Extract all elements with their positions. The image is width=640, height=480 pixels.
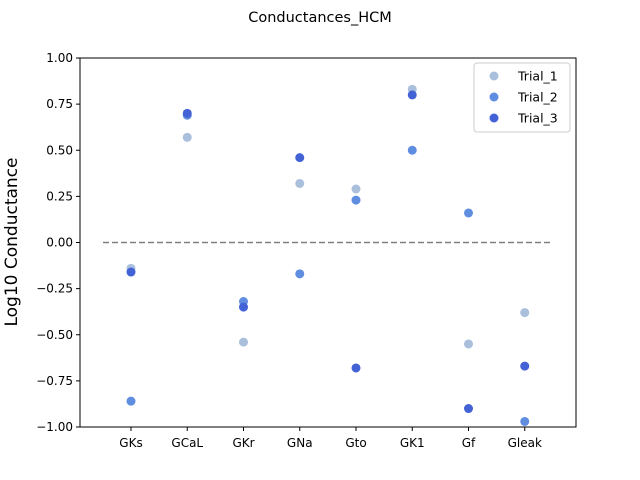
y-tick-label: −0.25 bbox=[36, 282, 73, 296]
data-point-trial-3 bbox=[182, 108, 192, 118]
plot-area bbox=[103, 84, 553, 426]
legend-marker bbox=[489, 113, 499, 123]
x-tick-label: Gleak bbox=[508, 436, 542, 450]
data-point-trial-3 bbox=[239, 302, 248, 312]
data-point-trial-2 bbox=[464, 208, 473, 218]
y-tick-label: 0.50 bbox=[46, 143, 73, 157]
x-tick-label: GCaL bbox=[171, 436, 203, 450]
data-point-trial-1 bbox=[239, 337, 248, 347]
legend-marker bbox=[489, 92, 499, 102]
data-point-trial-3 bbox=[520, 361, 530, 371]
data-point-trial-3 bbox=[464, 404, 473, 414]
legend-label: Trial_1 bbox=[517, 69, 558, 84]
data-point-trial-2 bbox=[407, 145, 417, 155]
data-point-trial-3 bbox=[126, 267, 136, 277]
data-point-trial-2 bbox=[295, 269, 305, 279]
legend-box bbox=[473, 62, 571, 133]
x-tick-label: Gf bbox=[462, 436, 476, 450]
x-tick-label: GNa bbox=[287, 436, 313, 450]
y-tick-label: −1.00 bbox=[36, 420, 73, 434]
data-point-trial-3 bbox=[407, 90, 417, 100]
data-point-trial-1 bbox=[464, 339, 473, 349]
y-tick-label: −0.50 bbox=[36, 328, 73, 342]
x-tick-label: GKr bbox=[232, 436, 254, 450]
y-axis-label: Log10 Conductance bbox=[2, 157, 22, 326]
y-tick-label: 0.25 bbox=[46, 189, 73, 203]
legend-label: Trial_2 bbox=[517, 90, 558, 105]
data-point-trial-3 bbox=[295, 153, 305, 163]
y-tick-label: 1.00 bbox=[46, 51, 73, 65]
y-tick-label: 0.00 bbox=[46, 236, 73, 250]
data-point-trial-1 bbox=[520, 308, 530, 318]
legend: Trial_1 Trial_2 Trial_3 bbox=[473, 62, 571, 133]
data-point-trial-1 bbox=[182, 132, 192, 142]
y-tick-label: −0.75 bbox=[36, 374, 73, 388]
legend-marker bbox=[489, 71, 499, 81]
data-point-trial-1 bbox=[351, 184, 361, 194]
x-tick-label: Gto bbox=[345, 436, 366, 450]
chart-title: Conductances_HCM bbox=[248, 10, 392, 26]
data-point-trial-3 bbox=[351, 363, 361, 373]
x-tick-label: GK1 bbox=[400, 436, 425, 450]
data-point-trial-2 bbox=[520, 416, 530, 426]
x-tick-label: GKs bbox=[119, 436, 142, 450]
y-tick-label: 0.75 bbox=[46, 97, 73, 111]
data-point-trial-2 bbox=[351, 195, 361, 205]
data-point-trial-1 bbox=[295, 178, 305, 188]
data-point-trial-2 bbox=[126, 396, 136, 406]
legend-label: Trial_3 bbox=[517, 111, 558, 126]
